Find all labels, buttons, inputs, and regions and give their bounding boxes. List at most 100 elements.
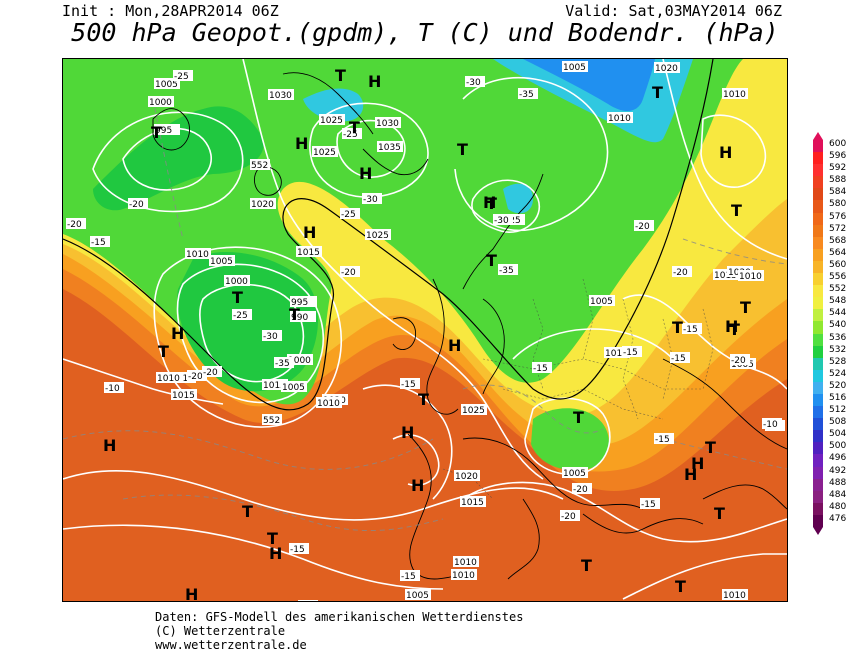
temperature-label: -15 (401, 380, 416, 390)
low-pressure-marker: T (418, 390, 429, 409)
legend-label: 596 (829, 151, 847, 162)
low-atlantic (177, 251, 319, 392)
legend-swatch: 484 (813, 490, 846, 503)
legend-bottom-cap (813, 527, 823, 535)
temperature-label: -25 (233, 311, 248, 321)
pressure-label: 1010 (605, 349, 628, 359)
temperature-label: -15 (623, 348, 638, 358)
band-green-dark (93, 106, 264, 211)
high-pressure-marker: H (483, 193, 496, 212)
legend-label: 488 (829, 477, 847, 488)
pressure-label: 990 (291, 313, 308, 323)
temperature-label: -15 (671, 354, 686, 364)
pressure-label: 1010 (452, 571, 475, 581)
pressure-label: 1030 (376, 119, 399, 129)
footer-line-copyright: (C) Wetterzentrale (155, 624, 286, 638)
high-pressure-marker: H (303, 223, 316, 242)
temperature-label-box (66, 218, 86, 229)
low-pressure-marker: T (232, 288, 243, 307)
pressure-label-box (224, 275, 250, 286)
temperature-label: -20 (203, 368, 218, 378)
legend-label: 540 (829, 320, 847, 331)
low-pressure-marker: T (486, 194, 497, 213)
temperature-label-box (622, 346, 642, 357)
legend-label: 588 (829, 175, 847, 186)
temperature-label-box (173, 70, 193, 81)
footer-line-data: Daten: GFS-Modell des amerikanischen Wet… (155, 610, 524, 624)
pressure-label-box (156, 372, 182, 383)
pressure-label: 1000 (225, 277, 248, 287)
pressure-label-box (589, 295, 615, 306)
pressure-label: 1015 (297, 248, 320, 258)
legend-top-cap (813, 132, 823, 140)
pressure-label: 1010 (723, 90, 746, 100)
temperature-label-box (672, 266, 692, 277)
pressure-label-box (154, 78, 180, 89)
height-label: 552 (263, 416, 280, 426)
legend-label: 568 (829, 235, 847, 246)
legend-swatch: 528 (813, 357, 846, 370)
pressure-label-box (365, 229, 391, 240)
high-pressure-marker: H (719, 143, 732, 162)
init-time: Init : Mon,28APR2014 06Z (62, 2, 279, 20)
legend-label: 592 (829, 163, 847, 174)
pressure-label: 1025 (366, 231, 389, 241)
pressure-label-box (171, 389, 197, 400)
legend-swatch: 588 (813, 175, 846, 189)
low-pressure-marker: T (158, 342, 169, 361)
pressure-label-box (607, 112, 633, 123)
pressure-label: 1020 (655, 64, 678, 74)
pressure-label-box (154, 124, 180, 135)
legend-swatch: 516 (813, 393, 846, 407)
pressure-label: 1025 (320, 116, 343, 126)
pressure-label-box (170, 372, 196, 383)
pressure-label: 1005 (590, 297, 613, 307)
temperature-label-box (289, 543, 309, 554)
temperature-label: -20 (561, 512, 576, 522)
low-pressure-marker: T (335, 66, 346, 85)
high-pressure-marker: H (269, 544, 282, 563)
high-pressure-marker: H (448, 336, 461, 355)
legend-label: 508 (829, 417, 847, 428)
legend-label: 564 (829, 247, 847, 258)
temperature-label-box (340, 208, 360, 219)
temperature-label: -30 (494, 216, 509, 226)
pressure-label: 1005 (406, 591, 429, 601)
pressure-label-box (604, 347, 630, 358)
pressure-label-box (316, 397, 342, 408)
temperature-label-box (654, 433, 674, 444)
pressure-label: 1005 (210, 257, 233, 267)
temperature-label-box (90, 236, 110, 247)
legend-label: 560 (829, 259, 847, 270)
temperature-label-box (560, 510, 580, 521)
low-pressure-marker: T (289, 305, 300, 324)
pressure-label-box (281, 381, 307, 392)
pressure-label-box (738, 270, 764, 281)
pressure-label: 1015 (172, 391, 195, 401)
low-pressure-marker: T (457, 140, 468, 159)
height-label-box (262, 414, 282, 425)
pressure-label-box (296, 246, 322, 257)
pressure-label: 1010 (186, 250, 209, 260)
legend-swatch: 552 (813, 284, 846, 298)
legend-label: 496 (829, 453, 847, 464)
height-label: 552 (251, 161, 268, 171)
pressure-label: 1005 (563, 63, 586, 73)
legend-swatch: 524 (813, 369, 846, 382)
high-pressure-marker: H (684, 465, 697, 484)
temperature-label-box (498, 264, 518, 275)
height-label-box (250, 159, 270, 170)
pressure-label: 1010 (317, 399, 340, 409)
temperature-label-box (400, 378, 420, 389)
pressure-label: 1005 (155, 80, 178, 90)
temperature-label: -20 (188, 372, 203, 382)
pressure-label-box (262, 379, 288, 390)
pressure-label-box (375, 117, 401, 128)
legend-swatch: 600 (813, 139, 846, 153)
low-pressure-marker: T (731, 201, 742, 220)
legend-swatch: 532 (813, 345, 846, 358)
high-pressure-marker: H (103, 436, 116, 455)
temperature-label: -15 (655, 435, 670, 445)
low-pressure-marker: T (740, 298, 751, 317)
pressure-label: 1035 (378, 143, 401, 153)
